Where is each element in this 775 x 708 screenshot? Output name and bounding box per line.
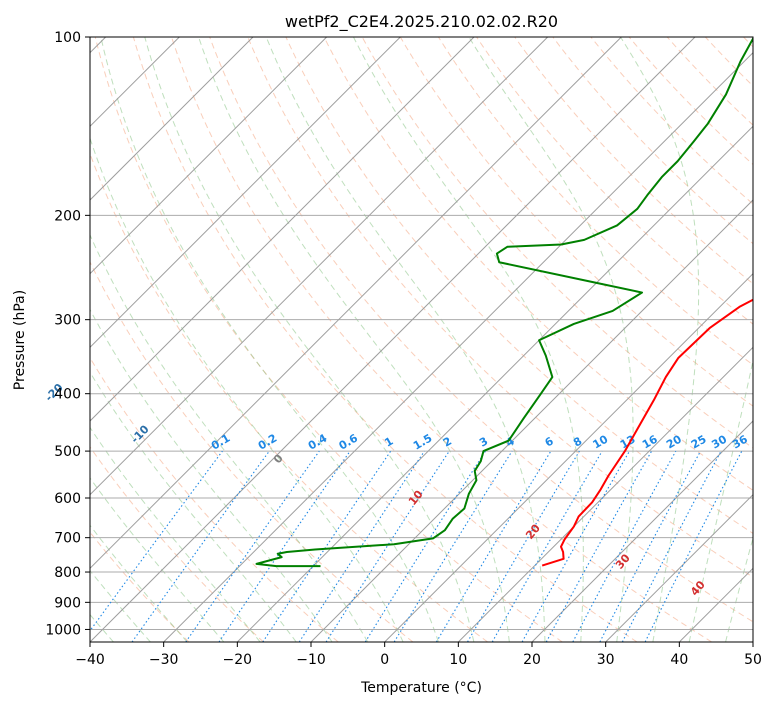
y-tick-label: 400 <box>54 387 81 403</box>
dry-adiabat-line <box>476 37 753 325</box>
moist-adiabat-line <box>90 136 404 642</box>
x-tick-label: −40 <box>75 652 105 668</box>
dry-adiabat-line <box>399 37 753 407</box>
dewpoint-line <box>255 37 753 568</box>
dry-adiabat-line <box>132 37 638 642</box>
moist-adiabat-line <box>688 358 753 642</box>
temperature-line <box>541 298 753 567</box>
mixing-ratio-line <box>90 450 223 632</box>
isotherm-line <box>384 272 753 642</box>
x-tick-label: −10 <box>296 652 326 668</box>
plot-background <box>90 37 753 642</box>
isotherm-line <box>457 346 753 642</box>
y-tick-label: 300 <box>54 313 81 329</box>
x-tick-label: −20 <box>223 652 253 668</box>
mixing-ratio-line <box>521 450 630 642</box>
mixing-ratio-line <box>325 450 450 642</box>
y-tick-label: 500 <box>54 444 81 460</box>
isotherm-line <box>605 493 753 642</box>
isotherm-line <box>90 37 696 642</box>
dry-adiabat-line <box>209 37 753 623</box>
chart-title: wetPf2_C2E4.2025.210.02.02.R20 <box>285 12 558 32</box>
mixing-ratio-line <box>364 450 486 642</box>
mixing-ratio-line <box>218 450 351 642</box>
dry-adiabat-line <box>247 37 753 578</box>
isotherm-line <box>90 37 475 422</box>
x-tick-label: 0 <box>380 652 389 668</box>
dry-adiabat-line <box>514 37 753 285</box>
mixing-ratio-line <box>185 450 320 642</box>
x-tick-label: 50 <box>744 652 762 668</box>
moist-adiabat-line <box>90 233 369 642</box>
moist-adiabat-line <box>90 426 261 642</box>
isotherm-line <box>163 51 753 642</box>
y-tick-label: 600 <box>54 491 81 507</box>
mixing-ratio-line <box>435 450 552 642</box>
x-axis: −40 −30 −20 −10 0 10 20 30 40 50 <box>75 642 762 668</box>
mixing-ratio-line <box>491 450 603 642</box>
dry-adiabat-line <box>628 37 753 166</box>
profile-series <box>255 37 753 568</box>
x-tick-label: −30 <box>149 652 179 668</box>
isotherm-line <box>90 37 401 349</box>
y-axis-label: Pressure (hPa) <box>12 290 28 390</box>
y-axis: 100 200 300 400 500 600 700 800 900 1000 <box>45 30 90 638</box>
moist-adiabat-line <box>90 477 225 642</box>
y-tick-label: 700 <box>54 531 81 547</box>
mixing-ratio-line <box>131 450 270 642</box>
moist-adiabat-line <box>265 37 546 642</box>
y-tick-label: 1000 <box>45 622 81 638</box>
moist-adiabat-line <box>90 308 333 642</box>
x-tick-label: 40 <box>670 652 688 668</box>
x-tick-label: 20 <box>523 652 541 668</box>
dry-adiabat-line <box>90 446 264 642</box>
isotherm-line <box>90 37 622 570</box>
mixing-ratio-line <box>572 450 677 642</box>
isotherm-line <box>90 37 328 275</box>
moist-adiabat-line <box>144 37 475 642</box>
moist-adiabat-line <box>90 524 188 642</box>
moist-adiabat-line <box>100 37 439 642</box>
moist-adiabat-line <box>725 536 753 642</box>
moist-adiabat-line <box>90 569 151 642</box>
y-tick-label: 100 <box>54 30 81 46</box>
isobars <box>90 37 753 630</box>
moist-adiabat-line <box>353 37 584 642</box>
mixing-ratio-line <box>545 450 653 642</box>
y-tick-label: 800 <box>54 565 81 581</box>
y-tick-label: 900 <box>54 595 81 611</box>
mixing-ratio-line <box>467 450 580 642</box>
moist-adiabat-line <box>90 371 297 642</box>
isotherm-line <box>90 37 549 496</box>
x-tick-label: 10 <box>449 652 467 668</box>
x-tick-label: 30 <box>597 652 615 668</box>
dry-adiabat-line <box>323 37 753 491</box>
dry-adiabat-line <box>94 37 563 642</box>
plot-frame <box>89 36 754 643</box>
x-axis-label: Temperature (°C) <box>360 680 482 696</box>
isotherm-line <box>531 420 753 642</box>
mixing-ratio-lines <box>90 450 743 642</box>
isotherm-line <box>90 37 254 201</box>
moist-adiabat-line <box>198 37 510 642</box>
y-tick-label: 200 <box>54 208 81 224</box>
moist-adiabat-line <box>620 37 700 642</box>
dry-adiabat-line <box>90 260 414 642</box>
moist-adiabats <box>90 37 753 642</box>
mixing-ratio-line <box>393 450 513 642</box>
